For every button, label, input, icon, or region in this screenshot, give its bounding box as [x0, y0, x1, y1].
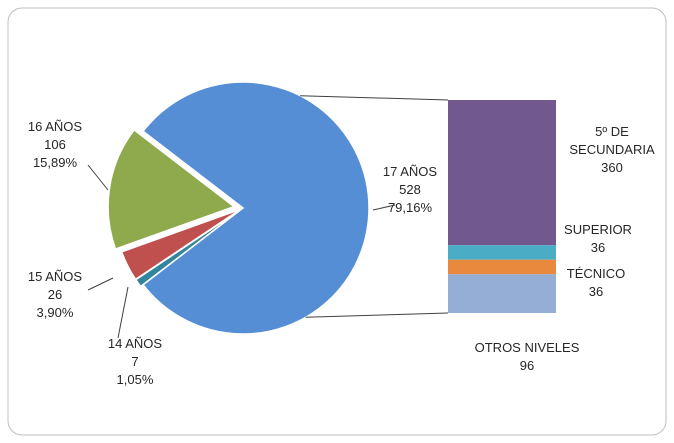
pie-slice [141, 81, 370, 335]
label-line: 528 [399, 182, 421, 197]
leader-line [87, 277, 114, 291]
label-line: 15,89% [32, 155, 78, 170]
data-label: 15 AÑOS 26 3,90% [28, 268, 82, 322]
label-line: 16 AÑOS [27, 119, 83, 134]
data-label: TÉCNICO 36 [567, 265, 626, 301]
leader-line [372, 204, 396, 211]
label-line: 7 [131, 354, 139, 369]
bar-segment [448, 259, 556, 275]
label-line: 360 [601, 160, 623, 175]
label-line: TÉCNICO [566, 266, 626, 281]
pie-slice [107, 128, 236, 251]
data-label: OTROS NIVELES 96 [475, 339, 580, 375]
data-label: 14 AÑOS 7 1,05% [108, 335, 162, 389]
leader-line [117, 286, 129, 339]
label-line: 17 AÑOS [382, 164, 438, 179]
label-line: 15 AÑOS [27, 269, 83, 284]
data-label: 5º DE SECUNDARIA 360 [562, 123, 662, 177]
data-label: 17 AÑOS 528 79,16% [383, 163, 437, 217]
label-line: 36 [588, 284, 604, 299]
bar-segment [448, 274, 556, 313]
label-line: 1,05% [116, 372, 154, 387]
label-line: 26 [47, 287, 63, 302]
data-label: 16 AÑOS 106 15,89% [28, 118, 82, 172]
leader-line [87, 164, 109, 191]
label-line: 96 [519, 358, 535, 373]
bar-segment [448, 245, 556, 260]
connector [300, 95, 449, 101]
label-line: SUPERIOR [564, 222, 632, 237]
label-line: 3,90% [36, 305, 74, 320]
connector [305, 312, 449, 318]
label-line: 79,16% [387, 200, 433, 215]
pie-slice [120, 208, 241, 281]
label-line: 106 [44, 137, 66, 152]
label-line: 5º DE SECUNDARIA [569, 124, 655, 157]
data-label: SUPERIOR 36 [564, 221, 632, 257]
bar-segment [448, 100, 556, 246]
label-line: OTROS NIVELES [474, 340, 580, 355]
label-line: 36 [590, 240, 606, 255]
label-line: 14 AÑOS [107, 336, 163, 351]
